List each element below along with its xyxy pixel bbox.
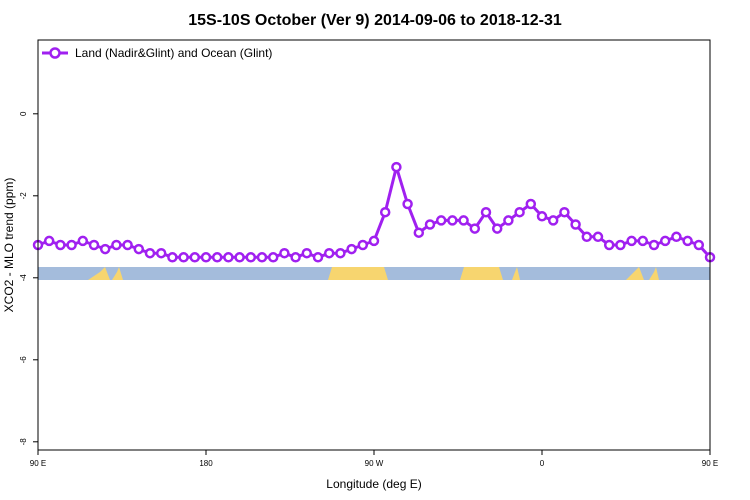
series-points-group: [32, 161, 716, 263]
data-point: [111, 239, 122, 251]
x-axis: 90 E 180 90 W 0 90 E: [30, 450, 718, 468]
legend-label: Land (Nadir&Glint) and Ocean (Glint): [75, 46, 272, 60]
data-point: [637, 235, 649, 247]
data-point: [189, 252, 201, 263]
data-point: [167, 252, 178, 263]
data-point: [323, 247, 335, 259]
data-point: [234, 252, 245, 263]
data-point: [424, 219, 436, 230]
data-point: [469, 223, 481, 234]
data-point: [335, 247, 346, 259]
land-ocean-strip: [38, 267, 710, 280]
land-segment: [328, 267, 388, 280]
data-point: [155, 247, 167, 259]
y-tick-label: -2: [19, 192, 28, 200]
data-point: [379, 206, 391, 218]
land-fragment: [649, 267, 659, 280]
y-tick-label: -6: [19, 356, 28, 364]
data-point: [43, 235, 55, 247]
data-point: [626, 235, 637, 247]
data-point: [693, 239, 705, 251]
data-point: [458, 215, 469, 226]
data-point: [346, 243, 357, 255]
land-segment: [460, 267, 503, 280]
data-point: [55, 239, 66, 251]
data-point: [603, 239, 615, 251]
data-point: [223, 252, 234, 263]
data-point: [77, 235, 89, 247]
data-point: [256, 252, 268, 263]
data-point: [592, 231, 604, 243]
data-point: [368, 235, 380, 247]
data-point: [122, 239, 133, 251]
x-axis-label: Longitude (deg E): [326, 477, 421, 491]
data-point: [133, 243, 145, 255]
data-point: [267, 252, 279, 263]
data-point: [491, 223, 503, 234]
data-point: [559, 206, 570, 218]
land-fragment: [626, 267, 644, 280]
data-point: [682, 235, 693, 247]
y-tick-label: 0: [19, 111, 28, 116]
data-point: [570, 219, 581, 230]
x-tick-label: 90 E: [30, 459, 46, 468]
data-point: [66, 239, 77, 251]
data-point: [648, 239, 660, 251]
data-point: [536, 211, 548, 222]
data-point: [514, 206, 525, 218]
data-point: [659, 235, 671, 247]
land-fragment: [112, 267, 123, 280]
y-tick-label: -8: [19, 438, 28, 446]
land-fragment: [512, 267, 520, 280]
data-point: [279, 247, 290, 259]
y-axis: 0 -2 -4 -6 -8: [19, 111, 38, 445]
data-point: [402, 198, 413, 210]
data-point: [200, 252, 212, 263]
legend-marker-swatch: [49, 47, 61, 59]
chart-title: 15S-10S October (Ver 9) 2014-09-06 to 20…: [188, 12, 562, 29]
data-point: [435, 215, 447, 226]
y-axis-label: XCO2 - MLO trend (ppm): [2, 178, 16, 313]
data-point: [671, 231, 682, 243]
data-point: [312, 252, 324, 263]
data-point: [391, 161, 402, 173]
data-point: [480, 206, 492, 218]
data-point: [290, 252, 301, 263]
data-point: [211, 252, 223, 263]
data-point: [547, 215, 559, 226]
data-point: [413, 227, 425, 238]
x-tick-label: 90 E: [702, 459, 718, 468]
data-point: [447, 215, 458, 226]
data-point: [144, 247, 156, 259]
x-tick-label: 0: [540, 459, 545, 468]
x-tick-label: 180: [199, 459, 213, 468]
data-point: [615, 239, 626, 251]
legend: Land (Nadir&Glint) and Ocean (Glint): [42, 46, 272, 60]
data-point: [99, 243, 111, 255]
data-point: [301, 247, 313, 259]
x-tick-label: 90 W: [365, 459, 384, 468]
data-point: [245, 252, 257, 263]
data-point: [525, 198, 537, 210]
data-point: [178, 252, 189, 263]
data-point: [581, 231, 593, 243]
y-tick-label: -4: [19, 274, 28, 282]
data-point: [357, 239, 369, 251]
data-point: [503, 215, 514, 226]
land-fragment: [88, 267, 110, 280]
data-point: [88, 239, 100, 251]
